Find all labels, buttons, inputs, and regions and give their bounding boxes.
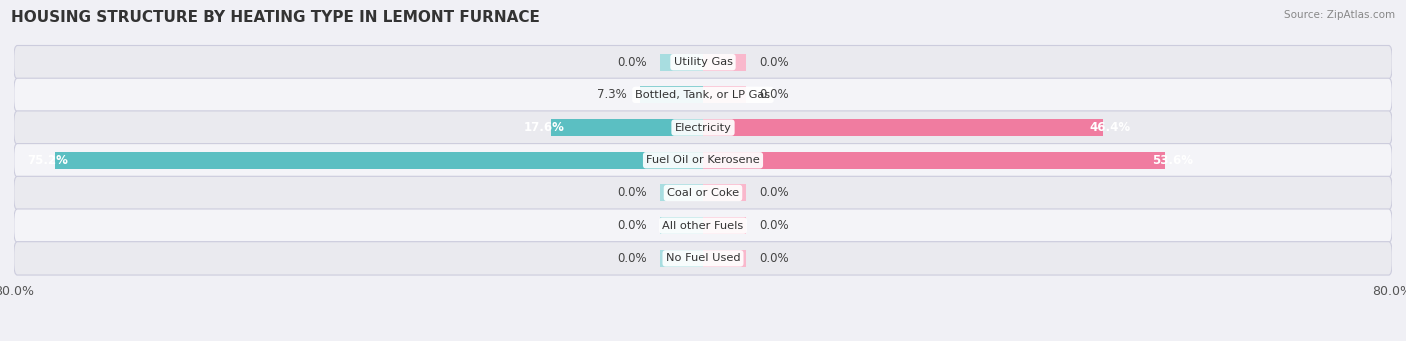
Bar — [640, 86, 703, 103]
FancyBboxPatch shape — [14, 45, 1392, 79]
Text: 0.0%: 0.0% — [759, 219, 789, 232]
Text: 0.0%: 0.0% — [617, 56, 647, 69]
Text: 0.0%: 0.0% — [617, 219, 647, 232]
Text: 0.0%: 0.0% — [759, 88, 789, 101]
Text: No Fuel Used: No Fuel Used — [665, 253, 741, 263]
Text: All other Fuels: All other Fuels — [662, 221, 744, 231]
Bar — [55, 152, 703, 169]
Text: Coal or Coke: Coal or Coke — [666, 188, 740, 198]
FancyBboxPatch shape — [14, 111, 1392, 144]
Bar — [703, 217, 747, 234]
Text: Utility Gas: Utility Gas — [673, 57, 733, 67]
Bar — [551, 119, 703, 136]
Bar — [659, 184, 703, 202]
Text: 0.0%: 0.0% — [617, 252, 647, 265]
FancyBboxPatch shape — [14, 78, 1392, 112]
Bar — [703, 54, 747, 71]
FancyBboxPatch shape — [14, 209, 1392, 242]
Bar — [703, 119, 1102, 136]
FancyBboxPatch shape — [14, 176, 1392, 210]
Text: 0.0%: 0.0% — [759, 252, 789, 265]
Text: 0.0%: 0.0% — [759, 187, 789, 199]
Text: 17.6%: 17.6% — [523, 121, 564, 134]
Text: 0.0%: 0.0% — [617, 187, 647, 199]
Bar — [703, 152, 1164, 169]
Text: Electricity: Electricity — [675, 122, 731, 133]
Text: 75.2%: 75.2% — [28, 154, 69, 167]
Bar — [703, 250, 747, 267]
Text: 0.0%: 0.0% — [759, 56, 789, 69]
Bar — [703, 184, 747, 202]
Text: HOUSING STRUCTURE BY HEATING TYPE IN LEMONT FURNACE: HOUSING STRUCTURE BY HEATING TYPE IN LEM… — [11, 10, 540, 25]
FancyBboxPatch shape — [14, 144, 1392, 177]
Bar — [659, 250, 703, 267]
Text: 46.4%: 46.4% — [1090, 121, 1130, 134]
Text: Fuel Oil or Kerosene: Fuel Oil or Kerosene — [647, 155, 759, 165]
Bar — [703, 86, 747, 103]
Bar — [659, 54, 703, 71]
Bar — [659, 217, 703, 234]
Text: Source: ZipAtlas.com: Source: ZipAtlas.com — [1284, 10, 1395, 20]
Text: 7.3%: 7.3% — [598, 88, 627, 101]
FancyBboxPatch shape — [14, 242, 1392, 275]
Text: Bottled, Tank, or LP Gas: Bottled, Tank, or LP Gas — [636, 90, 770, 100]
Text: 53.6%: 53.6% — [1152, 154, 1192, 167]
